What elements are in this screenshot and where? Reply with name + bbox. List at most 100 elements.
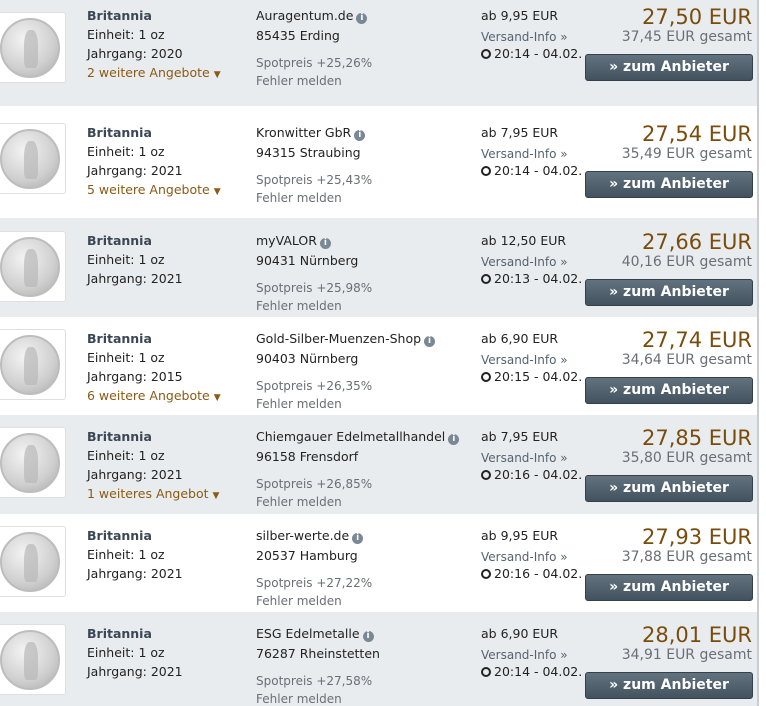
product-name: Britannia [87, 528, 152, 543]
coin-picture [0, 334, 60, 395]
shipping-info-link[interactable]: Versand-Info » [481, 353, 568, 367]
spot-premium: Spotpreis +25,98% [256, 281, 373, 295]
shipping-cost: ab 7,95 EUR [481, 429, 559, 444]
clock-icon [481, 470, 491, 480]
more-offers-link[interactable]: 5 weitere Angebote ▼ [87, 182, 221, 197]
shipping-info-link[interactable]: Versand-Info » [481, 451, 568, 465]
offer-row: Britannia Einheit: 1 oz Jahrgang: 2021 1… [0, 415, 757, 514]
report-error-link[interactable]: Fehler melden [256, 397, 342, 411]
merchant-name[interactable]: Gold-Silber-Muenzen-Shop i [256, 331, 436, 347]
product-unit: Einheit: 1 oz [87, 547, 165, 562]
shipping-info-link[interactable]: Versand-Info » [481, 147, 568, 161]
product-year: Jahrgang: 2021 [87, 271, 183, 286]
product-unit: Einheit: 1 oz [87, 350, 165, 365]
report-error-link[interactable]: Fehler melden [256, 692, 342, 706]
total-price: 37,88 EUR gesamt [621, 549, 752, 565]
merchant-city: 94315 Straubing [256, 145, 361, 160]
product-image[interactable] [0, 329, 66, 400]
more-offers-link[interactable]: 2 weitere Angebote ▼ [87, 65, 221, 80]
caret-down-icon: ▼ [213, 70, 221, 80]
product-name: Britannia [87, 429, 152, 444]
coin-picture [0, 432, 60, 493]
merchant-city: 96158 Frensdorf [256, 449, 359, 464]
info-icon[interactable]: i [319, 238, 331, 249]
to-merchant-button[interactable]: » zum Anbieter [585, 377, 753, 404]
total-price: 34,91 EUR gesamt [621, 647, 752, 663]
unit-price: 27,85 EUR [641, 426, 752, 450]
product-image[interactable] [0, 526, 66, 597]
report-error-link[interactable]: Fehler melden [256, 299, 342, 313]
more-offers-link[interactable]: 6 weitere Angebote ▼ [87, 388, 221, 403]
update-time: 20:16 - 04.02. [481, 467, 582, 483]
merchant-city: 76287 Rheinstetten [256, 646, 380, 661]
total-price: 35,80 EUR gesamt [621, 450, 752, 466]
product-image[interactable] [0, 624, 66, 695]
update-time: 20:14 - 04.02. [481, 664, 582, 680]
update-time: 20:14 - 04.02. [481, 163, 582, 179]
clock-icon [481, 569, 491, 579]
to-merchant-button[interactable]: » zum Anbieter [585, 279, 753, 306]
product-year: Jahrgang: 2020 [87, 46, 183, 61]
more-offers-link[interactable]: 1 weiteres Angebot ▼ [87, 486, 220, 501]
product-year: Jahrgang: 2021 [87, 467, 183, 482]
spot-premium: Spotpreis +27,22% [256, 576, 373, 590]
total-price: 35,49 EUR gesamt [621, 146, 752, 162]
offer-row: Britannia Einheit: 1 oz Jahrgang: 2021 m… [0, 218, 757, 317]
info-icon[interactable]: i [352, 533, 364, 544]
update-time: 20:16 - 04.02. [481, 566, 582, 582]
product-image[interactable] [0, 427, 66, 498]
product-unit: Einheit: 1 oz [87, 144, 165, 159]
product-image[interactable] [0, 123, 66, 194]
shipping-cost: ab 9,95 EUR [481, 8, 559, 23]
shipping-info-link[interactable]: Versand-Info » [481, 30, 568, 44]
merchant-name[interactable]: ESG Edelmetalle i [256, 626, 374, 642]
to-merchant-button[interactable]: » zum Anbieter [585, 475, 753, 502]
unit-price: 27,66 EUR [641, 230, 752, 254]
to-merchant-button[interactable]: » zum Anbieter [585, 54, 753, 81]
to-merchant-button[interactable]: » zum Anbieter [585, 672, 753, 699]
product-image[interactable] [0, 12, 66, 83]
info-icon[interactable]: i [362, 631, 374, 642]
clock-icon [481, 166, 491, 176]
shipping-info-link[interactable]: Versand-Info » [481, 648, 568, 662]
merchant-name[interactable]: myVALOR i [256, 233, 331, 249]
merchant-name[interactable]: silber-werte.de i [256, 528, 364, 544]
spot-premium: Spotpreis +26,85% [256, 477, 373, 491]
spot-premium: Spotpreis +25,43% [256, 173, 373, 187]
to-merchant-button[interactable]: » zum Anbieter [585, 574, 753, 601]
offer-row: Britannia Einheit: 1 oz Jahrgang: 2021 E… [0, 612, 757, 706]
report-error-link[interactable]: Fehler melden [256, 74, 342, 88]
caret-down-icon: ▼ [213, 187, 221, 197]
report-error-link[interactable]: Fehler melden [256, 191, 342, 205]
shipping-info-link[interactable]: Versand-Info » [481, 255, 568, 269]
info-icon[interactable]: i [356, 13, 368, 24]
unit-price: 27,74 EUR [641, 328, 752, 352]
merchant-city: 20537 Hamburg [256, 548, 358, 563]
update-time: 20:14 - 04.02. [481, 46, 582, 62]
shipping-cost: ab 12,50 EUR [481, 233, 567, 248]
total-price: 34,64 EUR gesamt [621, 352, 752, 368]
merchant-name[interactable]: Chiemgauer Edelmetallhandel i [256, 429, 460, 445]
product-image[interactable] [0, 231, 66, 302]
coin-picture [0, 531, 60, 592]
shipping-info-link[interactable]: Versand-Info » [481, 550, 568, 564]
merchant-name[interactable]: Kronwitter GbR i [256, 125, 366, 141]
info-icon[interactable]: i [424, 336, 436, 347]
product-year: Jahrgang: 2021 [87, 566, 183, 581]
clock-icon [481, 667, 491, 677]
shipping-cost: ab 6,90 EUR [481, 331, 559, 346]
merchant-city: 90403 Nürnberg [256, 351, 359, 366]
info-icon[interactable]: i [448, 434, 460, 445]
report-error-link[interactable]: Fehler melden [256, 495, 342, 509]
shipping-cost: ab 6,90 EUR [481, 626, 559, 641]
spot-premium: Spotpreis +27,58% [256, 674, 373, 688]
to-merchant-button[interactable]: » zum Anbieter [585, 171, 753, 198]
coin-picture [0, 236, 60, 297]
info-icon[interactable]: i [354, 130, 366, 141]
clock-icon [481, 274, 491, 284]
merchant-name[interactable]: Auragentum.de i [256, 8, 368, 24]
product-year: Jahrgang: 2021 [87, 664, 183, 679]
report-error-link[interactable]: Fehler melden [256, 594, 342, 608]
unit-price: 27,54 EUR [641, 122, 752, 146]
shipping-cost: ab 7,95 EUR [481, 125, 559, 140]
